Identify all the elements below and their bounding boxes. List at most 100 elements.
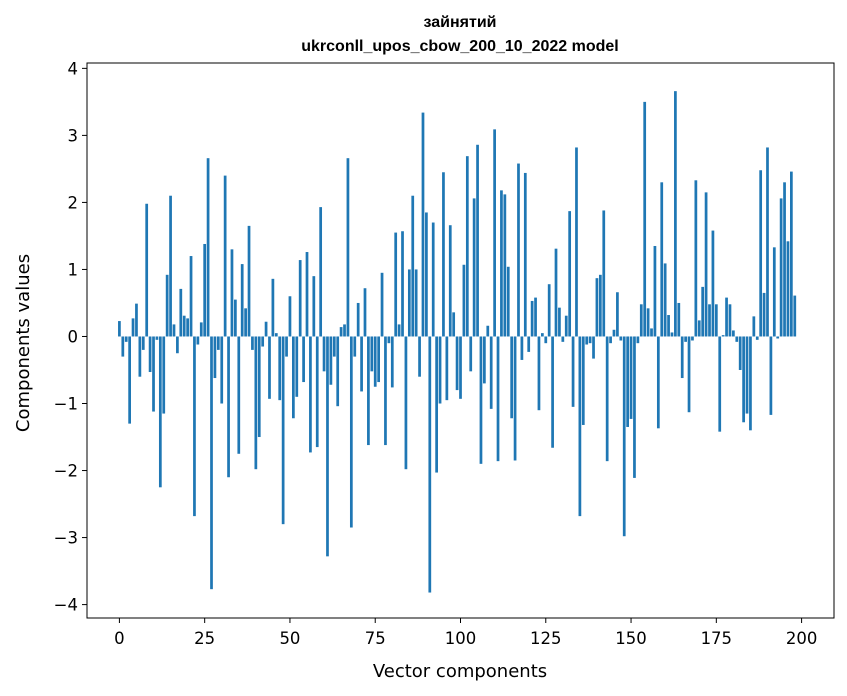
bar-127 xyxy=(551,336,554,448)
bar-195 xyxy=(783,182,786,337)
bar-8 xyxy=(145,203,149,337)
bar-122 xyxy=(534,297,537,337)
bar-152 xyxy=(636,336,640,344)
bar-133 xyxy=(571,336,575,407)
bar-144 xyxy=(609,336,612,344)
bar-196 xyxy=(786,241,790,337)
bar-85 xyxy=(407,269,411,337)
bar-198 xyxy=(793,295,797,337)
bar-120 xyxy=(527,336,531,352)
bar-164 xyxy=(677,302,681,337)
bar-108 xyxy=(486,325,490,337)
bar-14 xyxy=(165,274,169,337)
bar-113 xyxy=(503,194,507,337)
bar-78 xyxy=(384,336,387,446)
bar-53 xyxy=(298,260,302,337)
bar-46 xyxy=(274,333,278,337)
bar-154 xyxy=(643,101,647,337)
y-tick-label: −2 xyxy=(54,462,78,481)
bar-19 xyxy=(182,315,186,337)
bar-61 xyxy=(326,336,329,557)
bar-62 xyxy=(329,336,333,385)
bar-98 xyxy=(452,312,456,337)
bar-161 xyxy=(667,315,670,337)
bar-60 xyxy=(322,336,326,372)
bar-45 xyxy=(271,278,275,337)
bar-156 xyxy=(650,328,653,337)
bar-177 xyxy=(721,335,725,337)
y-tick-label: 1 xyxy=(68,260,79,279)
bar-151 xyxy=(633,336,636,478)
bar-168 xyxy=(691,336,694,341)
x-tick-label: 50 xyxy=(279,629,300,648)
bar-11 xyxy=(155,336,159,340)
bar-103 xyxy=(469,336,473,372)
bar-72 xyxy=(363,288,367,337)
bar-124 xyxy=(541,333,544,337)
x-axis: 0 25 50 75 100 125 150 175 200 xyxy=(114,618,817,648)
bar-4 xyxy=(131,318,135,337)
y-axis: −4 −3 −2 −1 0 1 2 3 4 xyxy=(54,59,87,615)
bar-51 xyxy=(292,336,295,419)
bar-25 xyxy=(203,243,207,337)
x-tick-label: 25 xyxy=(194,629,215,648)
bar-39 xyxy=(251,336,254,350)
bar-147 xyxy=(619,336,623,341)
bar-88 xyxy=(418,336,421,377)
bar-16 xyxy=(172,324,176,337)
bar-30 xyxy=(220,336,224,404)
bar-123 xyxy=(537,336,541,411)
bar-139 xyxy=(592,336,595,359)
bar-81 xyxy=(394,232,398,337)
bar-138 xyxy=(588,336,592,344)
bar-17 xyxy=(176,336,179,354)
bar-142 xyxy=(602,210,606,337)
bar-121 xyxy=(530,300,534,337)
y-tick-label: 3 xyxy=(68,126,79,145)
bar-170 xyxy=(697,320,701,337)
bar-125 xyxy=(544,336,548,344)
x-axis-label: Vector components xyxy=(373,661,547,682)
bar-52 xyxy=(295,336,299,397)
bar-54 xyxy=(302,336,305,383)
bar-92 xyxy=(431,222,435,337)
bar-24 xyxy=(199,322,203,337)
bar-57 xyxy=(312,276,316,337)
bar-47 xyxy=(278,336,282,401)
bar-153 xyxy=(639,304,643,337)
bar-148 xyxy=(622,336,626,537)
bar-118 xyxy=(520,336,524,360)
bar-55 xyxy=(305,252,309,337)
bar-31 xyxy=(223,175,227,337)
bar-117 xyxy=(517,163,520,337)
bar-18 xyxy=(179,288,183,337)
bar-9 xyxy=(148,336,152,373)
bar-101 xyxy=(462,264,466,337)
x-tick-label: 200 xyxy=(786,629,818,648)
bar-129 xyxy=(558,307,561,337)
bar-35 xyxy=(237,336,241,454)
bar-136 xyxy=(581,336,585,425)
bar-157 xyxy=(653,245,657,337)
bar-110 xyxy=(493,129,496,337)
bar-21 xyxy=(189,256,193,337)
bar-137 xyxy=(585,336,589,345)
bar-183 xyxy=(742,336,745,423)
bar-182 xyxy=(738,336,742,370)
bar-66 xyxy=(343,324,346,337)
bar-67 xyxy=(346,158,350,337)
bar-146 xyxy=(616,292,619,337)
bar-74 xyxy=(370,336,374,372)
bar-174 xyxy=(711,230,715,337)
bar-20 xyxy=(186,318,189,337)
bar-5 xyxy=(135,303,138,337)
bar-109 xyxy=(489,336,493,409)
bar-104 xyxy=(472,198,476,337)
x-tick-label: 0 xyxy=(114,629,125,648)
bar-176 xyxy=(718,336,722,432)
bar-79 xyxy=(387,336,391,344)
bar-119 xyxy=(523,172,527,337)
bar-80 xyxy=(390,336,394,388)
bar-91 xyxy=(428,336,432,593)
